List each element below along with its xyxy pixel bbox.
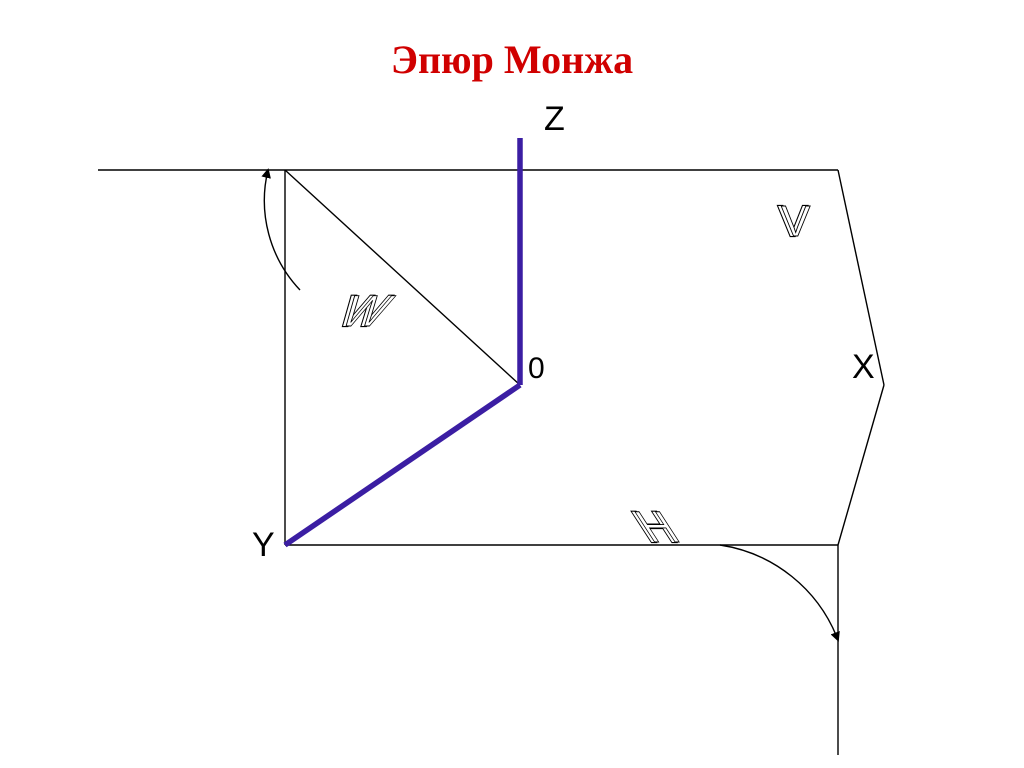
svg-text:V: V xyxy=(781,197,811,246)
label-y: Y xyxy=(252,526,275,564)
label-origin: 0 xyxy=(528,352,545,385)
rotation-arcs xyxy=(264,170,838,640)
label-z: Z xyxy=(544,100,565,138)
label-x: X xyxy=(852,348,875,386)
construction-lines xyxy=(98,170,884,755)
label-plane-w: WW xyxy=(328,287,401,336)
monge-diagram: ZXY0VVWWHH xyxy=(0,0,1024,768)
label-plane-v: VV xyxy=(778,197,811,246)
